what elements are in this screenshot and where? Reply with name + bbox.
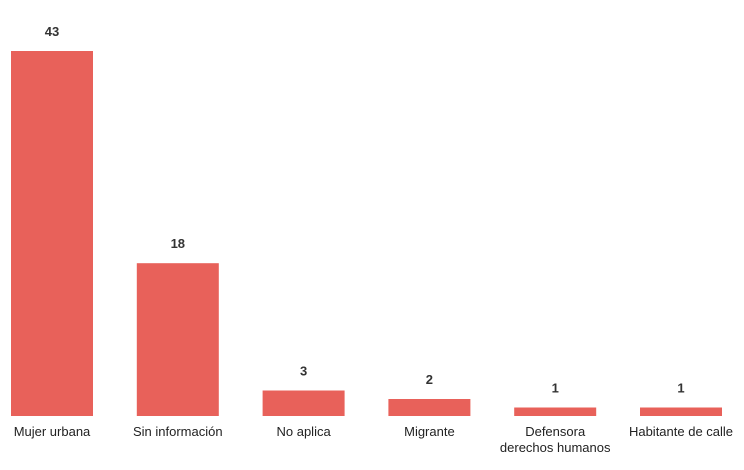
- bar: [514, 407, 597, 416]
- category-label: Mujer urbana: [14, 424, 91, 439]
- category-label: Migrante: [404, 424, 455, 439]
- bar: [262, 390, 345, 416]
- bar-value-label: 2: [426, 372, 433, 387]
- bar-value-label: 18: [171, 236, 185, 251]
- bar-value-label: 1: [677, 381, 684, 396]
- bar: [640, 407, 722, 416]
- category-labels-group: Mujer urbana Sin información No aplica Migr…: [14, 424, 733, 455]
- bars-group: [11, 51, 722, 416]
- category-label: No aplica: [276, 424, 331, 439]
- category-label: Sin información: [133, 424, 223, 439]
- category-label: derechos humanos: [500, 440, 611, 455]
- value-labels-group: 43 18 3 2 1 1: [45, 24, 685, 396]
- category-label: Habitante de calle: [629, 424, 733, 439]
- bar: [11, 51, 93, 416]
- bar: [136, 263, 219, 416]
- category-label: Defensora: [525, 424, 586, 439]
- bar-value-label: 3: [300, 364, 307, 379]
- bar: [388, 399, 471, 416]
- bar-value-label: 43: [45, 24, 59, 39]
- bar-value-label: 1: [552, 381, 559, 396]
